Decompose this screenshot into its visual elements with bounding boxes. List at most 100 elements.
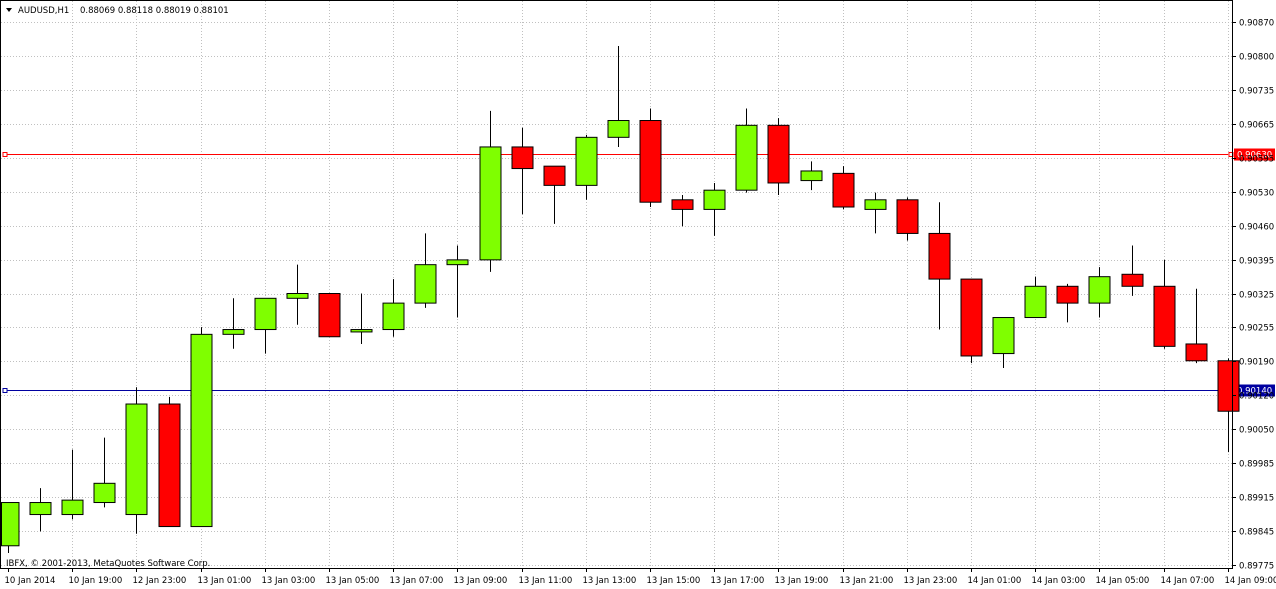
time-tick-label: 14 Jan 09:00 [1225, 576, 1276, 586]
candle-body [639, 120, 662, 203]
bear-candle [1217, 358, 1240, 453]
bull-candle [864, 192, 887, 234]
candle-body [286, 293, 309, 299]
bear-candle [960, 278, 983, 364]
time-tick-label: 13 Jan 09:00 [454, 576, 508, 586]
candle-body [864, 199, 887, 210]
candle-body [479, 146, 502, 261]
time-tick-label: 14 Jan 07:00 [1161, 576, 1215, 586]
level-handle-left[interactable] [2, 388, 8, 393]
price-tick-label: 0.90255 [1239, 324, 1274, 334]
bear-candle [639, 108, 662, 208]
bear-candle [1185, 288, 1208, 364]
candle-body [1217, 360, 1240, 412]
level-handle-left[interactable] [2, 152, 8, 157]
time-tick-label: 13 Jan 01:00 [198, 576, 252, 586]
time-tick-label: 10 Jan 2014 [5, 576, 56, 586]
candle-body [1024, 285, 1047, 319]
candle-body [158, 403, 181, 528]
candle-body [93, 482, 116, 504]
candle-body [1153, 285, 1176, 347]
candle-body [1056, 285, 1079, 304]
bear-candle [1153, 259, 1176, 349]
price-tick-label: 0.90870 [1239, 19, 1274, 29]
bull-candle [446, 245, 469, 318]
candle-body [1088, 276, 1111, 304]
bull-candle [1088, 267, 1111, 318]
price-tick-label: 0.90190 [1239, 358, 1274, 368]
candle-body [960, 278, 983, 357]
time-tick-label: 13 Jan 05:00 [326, 576, 380, 586]
symbol-label: AUDUSD,H1 [18, 6, 69, 16]
price-tick-label: 0.90050 [1239, 426, 1274, 436]
time-tick-label: 14 Jan 01:00 [968, 576, 1022, 586]
price-tick-label: 0.90325 [1239, 291, 1274, 301]
candle-body [222, 329, 245, 335]
price-tick-label: 0.90395 [1239, 257, 1274, 267]
candle-body [671, 199, 694, 210]
level-price-tag [1234, 148, 1275, 161]
bull-candle [222, 298, 245, 349]
candle-body [928, 232, 951, 280]
price-tick-label: 0.89775 [1239, 562, 1274, 572]
chart-grid [1, 1, 1232, 568]
bull-candle [382, 279, 405, 337]
candle-body [1185, 343, 1208, 362]
level-price-label: 0.90140 [1237, 387, 1272, 397]
bear-candle [896, 197, 919, 241]
candle-body [832, 172, 855, 208]
bear-candle [671, 194, 694, 227]
price-tick-label: 0.90595 [1239, 155, 1274, 165]
candle-body [254, 297, 277, 331]
candle-body [1, 502, 20, 547]
time-axis[interactable]: 10 Jan 2014 10 Jan 19:00 12 Jan 23:00 13 Ja… [5, 568, 1276, 586]
price-tick-label: 0.90460 [1239, 223, 1274, 233]
candle-body [896, 199, 919, 234]
time-tick-label: 13 Jan 17:00 [711, 576, 765, 586]
bull-candle [575, 134, 598, 200]
bull-candle [1, 502, 20, 553]
candle-body [992, 317, 1015, 355]
bull-candle [607, 46, 630, 147]
candle-body [29, 502, 52, 516]
bull-candle [479, 110, 502, 272]
time-tick-label: 10 Jan 19:00 [69, 576, 123, 586]
bear-candle [158, 396, 181, 528]
candle-body [382, 302, 405, 331]
price-tick-label: 0.90665 [1239, 121, 1274, 131]
bull-candle [414, 233, 437, 308]
time-tick-label: 12 Jan 23:00 [133, 576, 187, 586]
price-tick-label: 0.89845 [1239, 528, 1274, 538]
plot-frame [0, 0, 1233, 569]
bear-candle [511, 127, 534, 215]
bull-candle [254, 297, 277, 354]
candle-body [125, 403, 148, 516]
candle-body [735, 124, 758, 191]
bull-candle [190, 327, 213, 528]
level-price-label: 0.90630 [1237, 151, 1272, 161]
candle-body [350, 329, 373, 333]
price-axis[interactable]: 0.90870 0.90800 0.90735 0.90665 0.90595 0.905… [1232, 19, 1274, 572]
candle-body [1121, 273, 1144, 287]
time-tick-label: 13 Jan 11:00 [519, 576, 573, 586]
price-tick-label: 0.90120 [1239, 392, 1274, 402]
bear-candle [318, 293, 341, 338]
time-tick-label: 13 Jan 19:00 [775, 576, 829, 586]
bear-candle [832, 166, 855, 210]
time-tick-label: 13 Jan 13:00 [583, 576, 637, 586]
bull-candle [286, 264, 309, 325]
price-tick-label: 0.89985 [1239, 460, 1274, 470]
candle-body [61, 499, 84, 516]
price-tick-label: 0.90735 [1239, 87, 1274, 97]
bull-candle [125, 387, 148, 534]
triangle-down-icon[interactable] [6, 8, 12, 12]
bull-candle [1024, 276, 1047, 319]
horizontal-levels[interactable]: 0.90630 0.90140 [2, 148, 1275, 397]
bull-candle [735, 108, 758, 193]
bull-candle [800, 161, 823, 191]
price-tick-label: 0.90800 [1239, 53, 1274, 63]
copyright-text: IBFX, © 2001-2013, MetaQuotes Software C… [6, 559, 210, 569]
bull-candle [703, 182, 726, 236]
ohlc-readout: 0.88069 0.88118 0.88019 0.88101 [80, 6, 229, 16]
